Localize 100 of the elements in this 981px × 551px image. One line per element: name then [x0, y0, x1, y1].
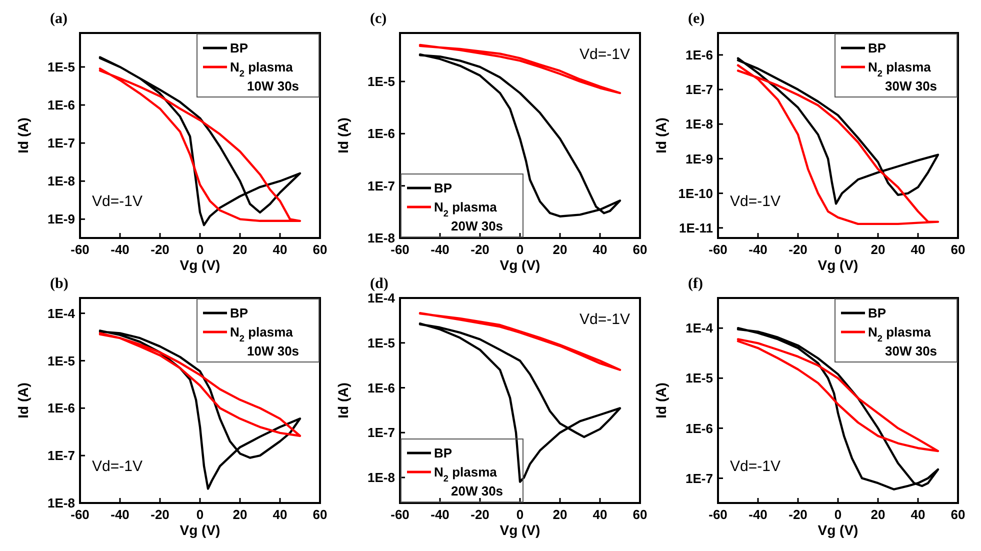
x-tick-label: -20 [788, 507, 808, 522]
x-tick-label: -20 [150, 507, 170, 522]
x-tick-label: 40 [592, 242, 608, 257]
y-tick-label: 1E-10 [678, 186, 713, 201]
x-axis-title: Vg (V) [500, 257, 540, 273]
x-tick-label: -20 [150, 242, 170, 257]
x-tick-label: 0 [516, 242, 524, 257]
x-tick-label: 0 [196, 242, 204, 257]
y-tick-label: 1E-9 [48, 212, 75, 227]
x-tick-label: 40 [592, 507, 608, 522]
legend-label: BP [434, 180, 452, 196]
x-tick-label: 0 [834, 242, 842, 257]
y-tick-label: 1E-7 [368, 178, 395, 194]
y-tick-label: 1E-7 [48, 448, 75, 464]
y-tick-label: 1E-6 [48, 98, 75, 113]
x-tick-label: 40 [272, 507, 288, 522]
y-tick-label: 1E-5 [368, 335, 395, 350]
y-tick-label: 1E-9 [686, 151, 713, 166]
chart-title: (e) [688, 11, 705, 27]
y-tick-label: 1E-6 [48, 400, 75, 416]
x-tick-label: -60 [70, 242, 90, 257]
y-tick-label: 1E-5 [48, 353, 75, 368]
annotation: Vd=-1V [580, 46, 630, 63]
chart-title: (a) [50, 11, 68, 27]
x-tick-label: 60 [950, 242, 966, 257]
y-tick-label: 1E-5 [368, 74, 395, 90]
y-tick-label: 1E-6 [368, 380, 395, 396]
x-tick-label: 60 [312, 507, 328, 522]
chart-title: (c) [370, 11, 387, 27]
x-tick-label: -40 [430, 242, 450, 257]
x-tick-label: 0 [516, 507, 524, 522]
y-tick-label: 1E-4 [368, 290, 396, 306]
chart-title: (b) [50, 276, 68, 292]
y-axis-title: Id (A) [335, 382, 351, 418]
x-tick-label: -60 [708, 507, 728, 522]
annotation: Vd=-1V [730, 193, 780, 210]
y-axis-title: Id (A) [653, 382, 669, 418]
legend-label: BP [434, 446, 452, 461]
y-tick-label: 1E-8 [686, 116, 713, 132]
x-tick-label: 40 [272, 242, 288, 257]
x-tick-label: -40 [430, 507, 450, 522]
legend-label: BP [868, 306, 886, 321]
y-tick-label: 1E-4 [686, 320, 714, 336]
x-axis-title: Vg (V) [818, 257, 858, 273]
y-tick-label: 1E-6 [686, 420, 713, 436]
legend-label: BP [868, 40, 886, 56]
annotation: Vd=-1V [580, 311, 630, 328]
legend-label: N$_{2}$ plasma 30W 30s [868, 60, 938, 94]
x-tick-label: -40 [110, 242, 130, 257]
x-tick-label: -20 [470, 242, 490, 257]
legend-label: BP [230, 306, 248, 321]
x-tick-label: 20 [552, 242, 568, 257]
y-tick-label: 1E-11 [679, 220, 713, 236]
y-tick-label: 1E-7 [48, 136, 75, 151]
y-tick-label: 1E-6 [368, 126, 395, 142]
x-tick-label: -40 [748, 507, 768, 522]
y-axis-title: Id (A) [15, 382, 31, 418]
y-tick-label: 1E-8 [368, 470, 395, 486]
legend-label: N$_{2}$ plasma 20W 30s [434, 200, 504, 234]
legend-label: N$_{2}$ plasma 20W 30s [434, 464, 504, 499]
y-axis-title: Id (A) [15, 118, 31, 154]
y-axis-title: Id (A) [335, 118, 351, 154]
x-tick-label: 60 [632, 242, 648, 257]
x-tick-label: 20 [870, 242, 886, 257]
x-tick-label: 0 [196, 507, 204, 522]
x-tick-label: 20 [232, 242, 248, 257]
legend-label: BP [230, 40, 248, 56]
x-tick-label: -60 [390, 507, 410, 522]
x-tick-label: -20 [788, 242, 808, 257]
y-axis-title: Id (A) [653, 118, 669, 154]
x-tick-label: 60 [632, 507, 648, 522]
x-axis-title: Vg (V) [180, 522, 220, 538]
x-tick-label: -60 [708, 242, 728, 257]
x-tick-label: 40 [910, 242, 926, 257]
x-axis-title: Vg (V) [818, 522, 858, 538]
legend-label: N$_{2}$ plasma 30W 30s [868, 324, 938, 359]
legend-label: N$_{2}$ plasma 10W 30s [230, 324, 300, 359]
y-tick-label: 1E-8 [48, 174, 75, 189]
x-tick-label: 20 [552, 507, 568, 522]
y-tick-label: 1E-5 [686, 370, 713, 386]
y-tick-label: 1E-6 [686, 47, 713, 62]
legend-label: N$_{2}$ plasma 10W 30s [230, 60, 300, 94]
annotation: Vd=-1V [92, 458, 142, 475]
chart-title: (f) [688, 276, 703, 292]
y-tick-label: 1E-4 [48, 306, 76, 321]
x-tick-label: -40 [748, 242, 768, 257]
x-tick-label: -40 [110, 507, 130, 522]
x-axis-title: Vg (V) [500, 522, 540, 538]
y-tick-label: 1E-7 [686, 470, 713, 486]
y-tick-label: 1E-5 [48, 60, 75, 74]
y-tick-label: 1E-7 [368, 425, 395, 440]
x-tick-label: 60 [312, 242, 328, 257]
x-tick-label: 40 [910, 507, 926, 522]
x-tick-label: 60 [950, 507, 966, 522]
y-tick-label: 1E-7 [686, 82, 713, 98]
x-tick-label: 20 [232, 507, 248, 522]
chart-title: (d) [370, 276, 388, 292]
x-tick-label: 0 [834, 507, 842, 522]
annotation: Vd=-1V [730, 458, 780, 475]
annotation: Vd=-1V [92, 193, 142, 210]
